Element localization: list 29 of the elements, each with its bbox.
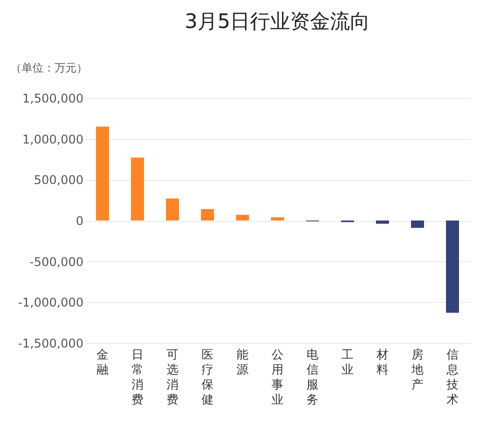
- x-tick-label: 电信服务: [306, 348, 318, 406]
- bar: [376, 220, 389, 224]
- bar: [201, 209, 214, 220]
- bar: [96, 126, 109, 220]
- y-tick-label: 500,000: [34, 173, 84, 188]
- x-tick-label: 能源: [236, 348, 248, 376]
- bar: [271, 217, 284, 220]
- x-tick-label: 信息技术: [446, 348, 458, 406]
- x-tick-label: 材料: [376, 348, 388, 376]
- bar: [236, 214, 249, 220]
- x-tick-label: 金融: [96, 348, 108, 376]
- x-tick-label: 日常消费: [132, 348, 144, 406]
- x-tick-label: 可选消费: [166, 348, 178, 406]
- x-tick-label: 房地产: [410, 348, 424, 392]
- y-tick-label: 1,000,000: [22, 132, 84, 146]
- y-tick-label: -1,500,000: [18, 336, 84, 350]
- bar: [411, 220, 424, 228]
- y-axis-title: （单位：万元）: [10, 62, 88, 74]
- chart-title: 3月5日行业资金流向: [184, 9, 370, 33]
- y-tick-label: -1,000,000: [18, 296, 84, 310]
- bar: [131, 158, 144, 220]
- x-tick-label: 工业: [342, 348, 354, 376]
- x-tick-label: 医疗保健: [202, 348, 214, 406]
- bar: [446, 220, 459, 313]
- bar: [166, 198, 179, 220]
- y-tick-label: 1,500,000: [22, 92, 84, 106]
- y-tick-label: -500,000: [30, 254, 84, 269]
- x-tick-label: 公用事业: [272, 348, 284, 406]
- y-tick-label: 0: [76, 214, 84, 228]
